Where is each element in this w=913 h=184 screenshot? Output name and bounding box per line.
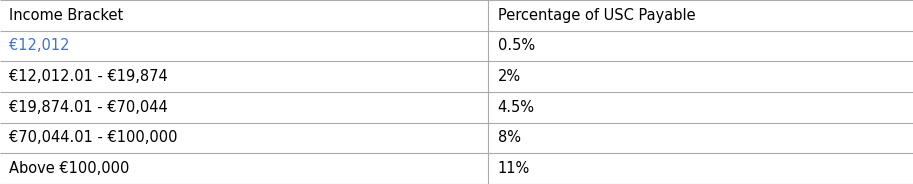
Text: 4.5%: 4.5%	[498, 100, 535, 115]
Text: 8%: 8%	[498, 130, 520, 146]
Text: €12,012: €12,012	[9, 38, 69, 54]
Text: €70,044.01 - €100,000: €70,044.01 - €100,000	[9, 130, 178, 146]
Text: €19,874.01 - €70,044: €19,874.01 - €70,044	[9, 100, 168, 115]
Text: 2%: 2%	[498, 69, 520, 84]
Text: €12,012.01 - €19,874: €12,012.01 - €19,874	[9, 69, 168, 84]
Text: Income Bracket: Income Bracket	[9, 8, 123, 23]
Text: 0.5%: 0.5%	[498, 38, 535, 54]
Text: 11%: 11%	[498, 161, 530, 176]
Text: Percentage of USC Payable: Percentage of USC Payable	[498, 8, 695, 23]
Text: Above €100,000: Above €100,000	[9, 161, 130, 176]
